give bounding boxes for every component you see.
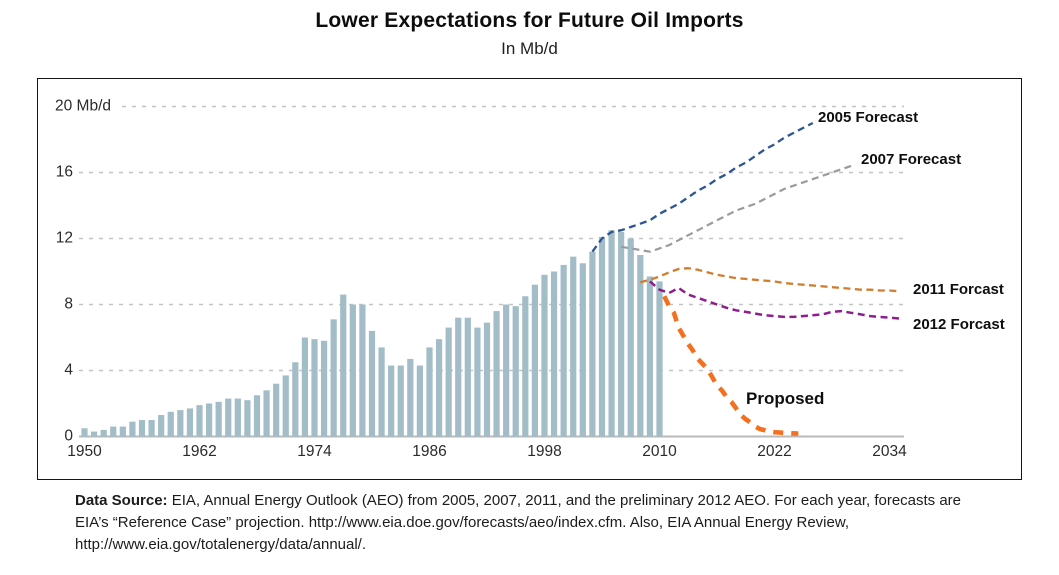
import-bar-1979: [359, 304, 366, 437]
import-bar-1983: [397, 365, 404, 437]
import-bar-1996: [522, 296, 529, 437]
import-bar-2004: [598, 236, 606, 437]
import-bar-1962: [196, 405, 203, 437]
import-bar-1961: [186, 408, 194, 437]
x-tick-label-1962: 1962: [182, 443, 216, 460]
import-bar-1966: [234, 398, 241, 437]
import-bar-1978: [349, 304, 356, 437]
import-bar-2006: [618, 231, 625, 437]
import-bar-1976: [330, 319, 337, 437]
import-bar-1957: [148, 420, 155, 437]
line-2011-forcast: [640, 267, 900, 293]
import-bar-1950: [81, 428, 88, 437]
import-bar-1954: [119, 426, 126, 437]
import-bar-1993: [493, 311, 500, 437]
x-tick-label-1986: 1986: [412, 443, 446, 460]
import-bar-1969: [263, 390, 270, 437]
y-tick-label: 16: [56, 164, 73, 181]
import-bar-1985: [416, 365, 424, 437]
label-2007-forecast: 2007 Forecast: [861, 151, 962, 168]
chart-title: Lower Expectations for Future Oil Import…: [315, 9, 744, 32]
import-bar-1981: [378, 347, 385, 437]
data-source-note: Data Source: EIA, Annual Energy Outlook …: [75, 490, 980, 556]
import-bar-1999: [550, 271, 558, 437]
x-tick-label-2010: 2010: [642, 443, 677, 460]
import-bar-1963: [205, 403, 213, 437]
import-bar-1973: [301, 337, 309, 437]
import-bar-1971: [282, 375, 289, 437]
import-bar-1997: [531, 284, 539, 437]
y-tick-label: 8: [64, 296, 73, 313]
import-bar-1960: [177, 410, 184, 437]
import-bar-1951: [90, 431, 98, 437]
x-tick-label-1998: 1998: [527, 443, 561, 460]
import-bar-1992: [483, 322, 491, 437]
label-2005-forecast: 2005 Forecast: [818, 109, 919, 126]
import-bar-1958: [158, 415, 165, 437]
plot-frame: 0 4 8 12 16 20 Mb/d 1950 1962 1974 1986 1998 2010 20…: [37, 78, 1022, 480]
import-bar-1970: [273, 383, 280, 437]
x-tick-label-1950: 1950: [67, 443, 102, 460]
label-2012-forcast: 2012 Forcast: [913, 316, 1005, 333]
x-tick-label-1974: 1974: [297, 443, 332, 460]
import-bar-1991: [474, 327, 481, 437]
import-bar-1994: [503, 304, 510, 437]
import-bar-1995: [512, 306, 519, 437]
import-bar-1967: [244, 400, 251, 437]
import-bar-1988: [445, 327, 452, 437]
import-bar-1982: [388, 365, 395, 437]
import-bar-1998: [541, 274, 548, 437]
import-bar-2001: [570, 256, 577, 437]
import-bar-2010: [656, 281, 663, 437]
import-bar-1964: [215, 401, 222, 437]
import-bar-1955: [129, 421, 136, 437]
plot-svg: 0 4 8 12 16 20 Mb/d 1950 1962 1974 1986 1998 2010 20…: [55, 98, 907, 461]
line-2005-forecast: [591, 121, 814, 253]
label-2011-forcast: 2011 Forcast: [913, 281, 1004, 298]
x-tick-label-2034: 2034: [872, 443, 907, 460]
import-bar-1974: [311, 339, 318, 437]
import-bar-1987: [435, 339, 443, 437]
import-bar-1953: [110, 426, 117, 437]
import-bar-1959: [167, 411, 174, 437]
import-bar-1984: [407, 358, 414, 437]
import-bar-1972: [292, 362, 299, 437]
import-bar-2003: [589, 251, 596, 437]
import-bar-2007: [627, 238, 634, 437]
y-tick-label: 12: [56, 230, 73, 247]
y-tick-label: 0: [64, 428, 73, 445]
import-bar-1956: [138, 420, 146, 437]
import-bar-1990: [464, 317, 471, 437]
line-2012-forcast: [649, 280, 900, 320]
import-bar-2008: [637, 255, 644, 437]
import-bar-1968: [253, 395, 261, 437]
data-source-label: Data Source:: [75, 492, 168, 509]
chart-subtitle: In Mb/d: [501, 39, 558, 58]
y-tick-label: 4: [64, 362, 73, 379]
label-proposed: Proposed: [746, 389, 825, 408]
import-bar-1986: [426, 347, 433, 437]
import-bar-2009: [646, 276, 653, 437]
import-bar-1980: [368, 330, 376, 437]
import-bar-1952: [100, 429, 107, 437]
data-source-text: EIA, Annual Energy Outlook (AEO) from 20…: [75, 492, 962, 554]
x-tick-label-2022: 2022: [757, 443, 791, 460]
import-bar-1977: [340, 294, 347, 437]
y-tick-label: 20 Mb/d: [55, 98, 111, 115]
line-2007-forecast: [620, 164, 852, 253]
import-bar-1989: [455, 317, 462, 437]
import-bar-1975: [320, 340, 328, 437]
import-bar-1965: [225, 398, 232, 437]
import-bar-2005: [608, 230, 615, 437]
import-bar-2002: [579, 263, 586, 437]
import-bar-2000: [560, 264, 567, 437]
